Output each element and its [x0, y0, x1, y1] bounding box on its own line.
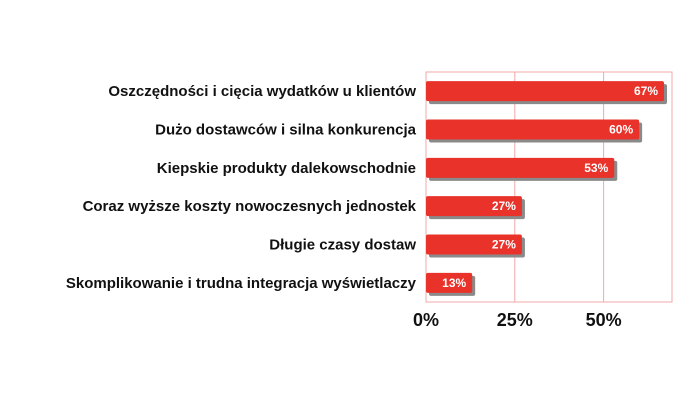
category-label: Kiepskie produkty dalekowschodnie	[157, 160, 416, 177]
bars-layer	[426, 81, 667, 296]
category-label: Długie czasy dostaw	[269, 237, 416, 254]
category-label: Oszczędności i cięcia wydatków u klientó…	[108, 83, 416, 100]
data-label: 13%	[442, 276, 466, 290]
category-label: Skomplikowanie i trudna integracja wyświ…	[66, 275, 417, 292]
plot-border	[425, 71, 673, 303]
grid-layer	[425, 71, 673, 303]
category-label: Coraz wyższe koszty nowoczesnych jednost…	[83, 198, 417, 215]
bar	[426, 157, 615, 178]
data-label: 27%	[492, 199, 516, 213]
x-tick-label: 0%	[413, 310, 439, 330]
bar	[426, 234, 522, 255]
data-label: 53%	[584, 161, 608, 175]
category-label: Dużo dostawców i silna konkurencja	[155, 122, 417, 139]
x-tick-label: 25%	[497, 310, 533, 330]
x-tick-label: 50%	[586, 310, 622, 330]
bar	[426, 272, 473, 293]
bar	[426, 81, 664, 102]
bar	[426, 119, 640, 140]
labels-layer: 0% 25% 50% Oszczędności i cięcia wydatków u…	[66, 83, 658, 330]
data-label: 27%	[492, 238, 516, 252]
bar	[426, 196, 522, 217]
data-label: 60%	[609, 123, 633, 137]
data-label: 67%	[634, 84, 658, 98]
